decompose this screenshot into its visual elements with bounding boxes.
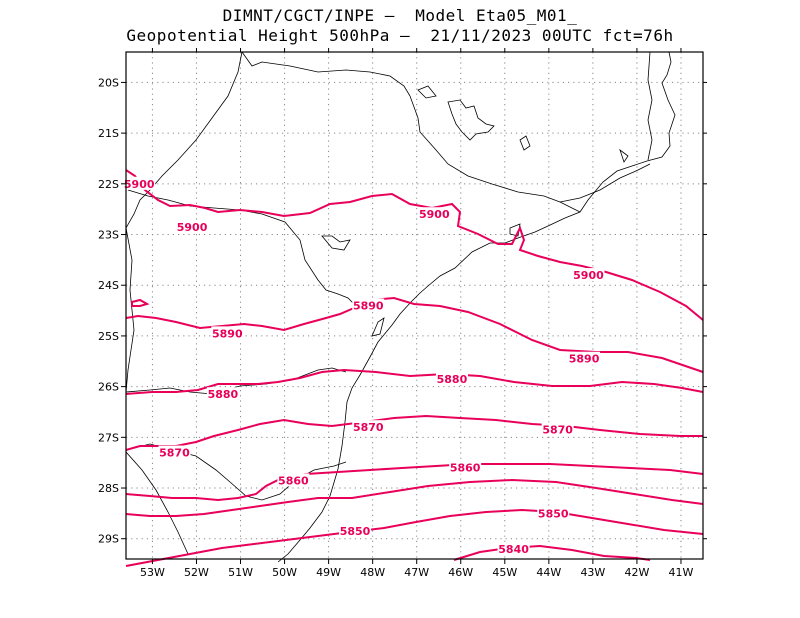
y-tick-label: 25S [98, 330, 119, 343]
contour-label-bg [277, 473, 310, 487]
contour-label: 5890 [353, 300, 384, 313]
contour-line [125, 368, 704, 395]
border-sp-pr [127, 189, 357, 307]
contour-label-bg [541, 422, 574, 436]
x-tick-label: 50W [272, 566, 297, 579]
island [509, 223, 521, 237]
y-tick-label: 28S [98, 482, 119, 495]
contour-label: 5850 [340, 525, 371, 538]
border-paraguay [125, 227, 135, 393]
map-frame [125, 51, 704, 560]
contour-label: 5870 [542, 424, 573, 437]
contour-labels: 5900 5900 5900 5900 5890 5890 5890 5880 5880 5870… [123, 176, 605, 556]
contour-label-bg [352, 420, 385, 434]
border-pr-sc [125, 367, 347, 395]
axes: 53W 52W 51W 50W 49W 48W 47W 46W 45W 44W 43W 42W 41W 2… [98, 48, 707, 579]
contour-line [125, 508, 704, 567]
contour-label-bg [572, 268, 605, 282]
contour-line [453, 544, 651, 561]
contour-label: 5900 [177, 221, 208, 234]
contour-label: 5840 [498, 543, 529, 556]
island [371, 317, 385, 337]
contour-label: 5900 [573, 269, 604, 282]
contour-label-bg [435, 372, 468, 386]
contour-label: 5860 [278, 474, 309, 487]
reservoir [619, 148, 629, 163]
x-tick-label: 49W [316, 566, 341, 579]
reservoir [519, 135, 531, 151]
x-tick-label: 53W [140, 566, 165, 579]
contour-line [125, 478, 704, 517]
contour-label-bg [123, 176, 156, 190]
atlantic-coastline [277, 51, 676, 563]
y-tick-label: 20S [98, 76, 119, 89]
contour-label-bg [568, 351, 601, 365]
border-ms-pr [125, 51, 243, 229]
contour-label-bg [352, 298, 385, 312]
contour-label-bg [206, 387, 239, 401]
contour-label: 5860 [450, 462, 481, 475]
border-mg-es [647, 51, 653, 161]
contour-closed [131, 298, 150, 307]
x-tick-label: 43W [580, 566, 605, 579]
y-tick-label: 24S [98, 279, 119, 292]
coastline-borders [125, 51, 676, 563]
y-tick-label: 29S [98, 533, 119, 546]
reservoir [417, 85, 437, 99]
reservoir [447, 99, 495, 141]
x-tick-label: 42W [624, 566, 649, 579]
contour-label: 5870 [159, 447, 190, 460]
y-tick-label: 21S [98, 127, 119, 140]
contour-line [125, 463, 704, 502]
border-sp-mg [409, 95, 581, 213]
contour-label: 5880 [208, 388, 239, 401]
x-tick-label: 52W [184, 566, 209, 579]
contour-line [125, 169, 704, 321]
contour-label-bg [158, 445, 191, 459]
contour-label-bg [449, 460, 482, 474]
border-mg-rj [559, 163, 651, 203]
contour-label-bg [418, 207, 451, 221]
y-tick-label: 26S [98, 381, 119, 394]
reservoir [321, 235, 351, 251]
x-tick-label: 46W [448, 566, 473, 579]
border-argentina [125, 451, 189, 555]
x-tick-label: 51W [228, 566, 253, 579]
contour-lines [125, 169, 704, 567]
y-tick-label: 22S [98, 178, 119, 191]
x-tick-label: 48W [360, 566, 385, 579]
x-tick-label: 41W [669, 566, 694, 579]
x-tick-label: 44W [536, 566, 561, 579]
chart-title-line1: DIMNT/CGCT/INPE – Model Eta05_M01_ [222, 6, 578, 25]
contour-label: 5870 [353, 421, 384, 434]
contour-label: 5880 [437, 373, 468, 386]
contour-label: 5900 [124, 178, 155, 191]
contour-label-bg [497, 541, 530, 555]
contour-line [125, 414, 703, 451]
contour-label-bg [339, 524, 372, 538]
contour-label: 5900 [419, 208, 450, 221]
contour-label-bg [176, 219, 209, 233]
contour-label: 5890 [569, 353, 600, 366]
chart-title-line2: Geopotential Height 500hPa – 21/11/2023 … [126, 26, 674, 45]
x-tick-label: 45W [492, 566, 517, 579]
contour-label: 5890 [212, 327, 243, 340]
border-ms-mg [241, 51, 411, 97]
x-tick-label: 47W [404, 566, 429, 579]
contour-label-bg [537, 506, 570, 520]
contour-label-bg [211, 326, 244, 340]
y-tick-label: 27S [98, 431, 119, 444]
contour-label: 5850 [538, 507, 569, 520]
gridlines [126, 52, 703, 559]
y-tick-label: 23S [98, 229, 119, 242]
